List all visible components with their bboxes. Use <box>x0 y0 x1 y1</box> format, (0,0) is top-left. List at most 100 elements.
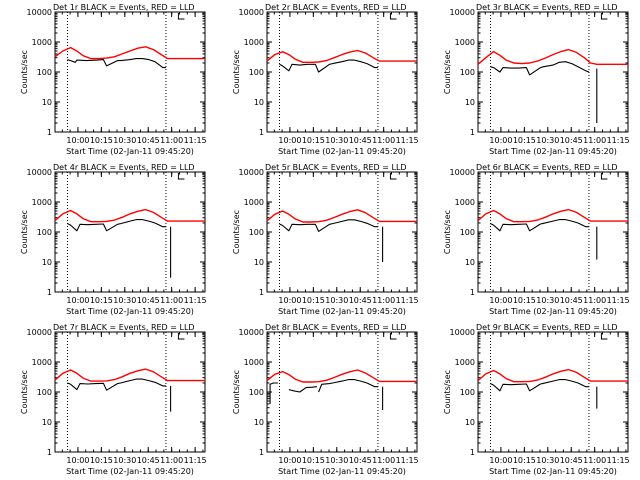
detector-panel: Det 3r BLACK = Events, RED = LLD 1 10 100 10… <box>443 3 630 156</box>
lld-series-line <box>54 368 205 382</box>
y-tick-label: 100 <box>249 388 264 397</box>
plot-frame <box>266 11 418 133</box>
plot-frame <box>54 171 206 293</box>
y-tick-label: 10000 <box>450 168 475 177</box>
panel-title: Det 1r BLACK = Events, RED = LLD <box>53 3 195 12</box>
x-tick-label: 10:15 <box>513 136 536 145</box>
x-tick-label: 10:30 <box>325 296 348 305</box>
x-tick-label: 11:00 <box>583 296 606 305</box>
y-axis-label: Counts/sec <box>232 210 241 254</box>
x-tick-label: 10:45 <box>349 296 372 305</box>
x-tick-label: 10:15 <box>302 136 325 145</box>
y-tick-label: 1 <box>470 448 475 457</box>
top-marker <box>600 13 608 20</box>
lld-series-line <box>477 48 628 66</box>
y-tick-label: 100 <box>37 228 52 237</box>
y-tick-label: 1 <box>259 288 264 297</box>
x-tick-label: 10:45 <box>560 296 583 305</box>
y-axis-label: Counts/sec <box>20 50 29 94</box>
y-tick-label: 10000 <box>239 328 264 337</box>
y-axis-label: Counts/sec <box>232 370 241 414</box>
events-series-line <box>67 378 166 391</box>
y-tick-label: 100 <box>460 68 475 77</box>
events-series-line <box>318 379 378 393</box>
x-tick-label: 11:00 <box>160 136 183 145</box>
x-axis-label: Start Time (02-Jan-11 09:45:20) <box>278 467 406 476</box>
y-axis-label: Counts/sec <box>443 370 452 414</box>
detector-panel: Det 8r BLACK = Events, RED = LLD 1 10 100 10… <box>232 323 419 476</box>
x-tick-label: 10:00 <box>278 456 301 465</box>
detector-panel: Det 4r BLACK = Events, RED = LLD 1 10 100 10… <box>20 163 207 316</box>
top-marker <box>600 173 608 180</box>
x-tick-label: 10:00 <box>278 136 301 145</box>
x-tick-label: 10:00 <box>489 296 512 305</box>
y-tick-label: 10 <box>254 258 264 267</box>
y-tick-label: 1 <box>47 128 52 137</box>
x-tick-label: 10:00 <box>66 136 89 145</box>
y-tick-label: 100 <box>37 68 52 77</box>
y-tick-label: 10 <box>42 258 52 267</box>
top-marker <box>177 173 185 180</box>
lld-series-line <box>54 46 205 60</box>
y-tick-label: 1000 <box>32 358 52 367</box>
plot-frame <box>266 171 418 293</box>
y-tick-label: 1000 <box>455 198 475 207</box>
y-tick-label: 10 <box>465 98 475 107</box>
x-tick-label: 11:15 <box>184 136 207 145</box>
y-tick-label: 10 <box>254 418 264 427</box>
x-tick-label: 10:00 <box>278 296 301 305</box>
y-tick-label: 10 <box>465 418 475 427</box>
x-tick-label: 10:30 <box>113 136 136 145</box>
plot-frame <box>266 331 418 453</box>
detector-panel: Det 7r BLACK = Events, RED = LLD 1 10 100 10… <box>20 323 207 476</box>
plot-frame <box>477 171 629 293</box>
x-tick-label: 10:15 <box>302 456 325 465</box>
y-tick-label: 10000 <box>27 328 52 337</box>
x-tick-label: 11:15 <box>607 456 630 465</box>
y-tick-label: 10 <box>42 98 52 107</box>
panel-title: Det 7r BLACK = Events, RED = LLD <box>53 323 195 332</box>
top-marker <box>389 333 397 340</box>
plot-frame <box>54 11 206 133</box>
lld-series-line <box>477 368 628 383</box>
x-tick-label: 10:45 <box>137 136 160 145</box>
x-tick-label: 10:45 <box>349 136 372 145</box>
events-series-line <box>490 379 589 392</box>
y-tick-label: 100 <box>460 228 475 237</box>
x-axis-label: Start Time (02-Jan-11 09:45:20) <box>66 467 194 476</box>
x-tick-label: 11:00 <box>160 296 183 305</box>
x-tick-label: 11:00 <box>583 456 606 465</box>
panel-title: Det 8r BLACK = Events, RED = LLD <box>265 323 407 332</box>
x-tick-label: 10:15 <box>90 456 113 465</box>
y-tick-label: 100 <box>249 68 264 77</box>
panel-title: Det 9r BLACK = Events, RED = LLD <box>476 323 618 332</box>
x-tick-label: 10:15 <box>302 296 325 305</box>
y-tick-label: 1 <box>470 288 475 297</box>
lld-series-line <box>266 369 417 383</box>
y-axis-label: Counts/sec <box>443 50 452 94</box>
y-tick-label: 1 <box>47 288 52 297</box>
top-marker <box>389 13 397 20</box>
lld-series-line <box>477 208 628 223</box>
y-tick-label: 100 <box>460 388 475 397</box>
events-series-line <box>288 386 318 393</box>
lld-series-line <box>266 209 417 223</box>
y-tick-label: 10000 <box>450 8 475 17</box>
y-tick-label: 1 <box>470 128 475 137</box>
x-tick-label: 10:00 <box>489 136 512 145</box>
x-tick-label: 10:45 <box>137 456 160 465</box>
x-tick-label: 11:00 <box>372 456 395 465</box>
x-axis-label: Start Time (02-Jan-11 09:45:20) <box>66 147 194 156</box>
y-tick-label: 1000 <box>455 38 475 47</box>
events-series-line <box>67 219 166 232</box>
x-axis-label: Start Time (02-Jan-11 09:45:20) <box>66 307 194 316</box>
y-tick-label: 10 <box>42 418 52 427</box>
top-marker <box>600 333 608 340</box>
x-tick-label: 10:30 <box>113 456 136 465</box>
lld-series-line <box>266 49 417 63</box>
x-tick-label: 11:15 <box>184 296 207 305</box>
x-tick-label: 11:15 <box>396 136 419 145</box>
x-tick-label: 10:00 <box>66 456 89 465</box>
y-tick-label: 10 <box>254 98 264 107</box>
y-tick-label: 1000 <box>244 358 264 367</box>
